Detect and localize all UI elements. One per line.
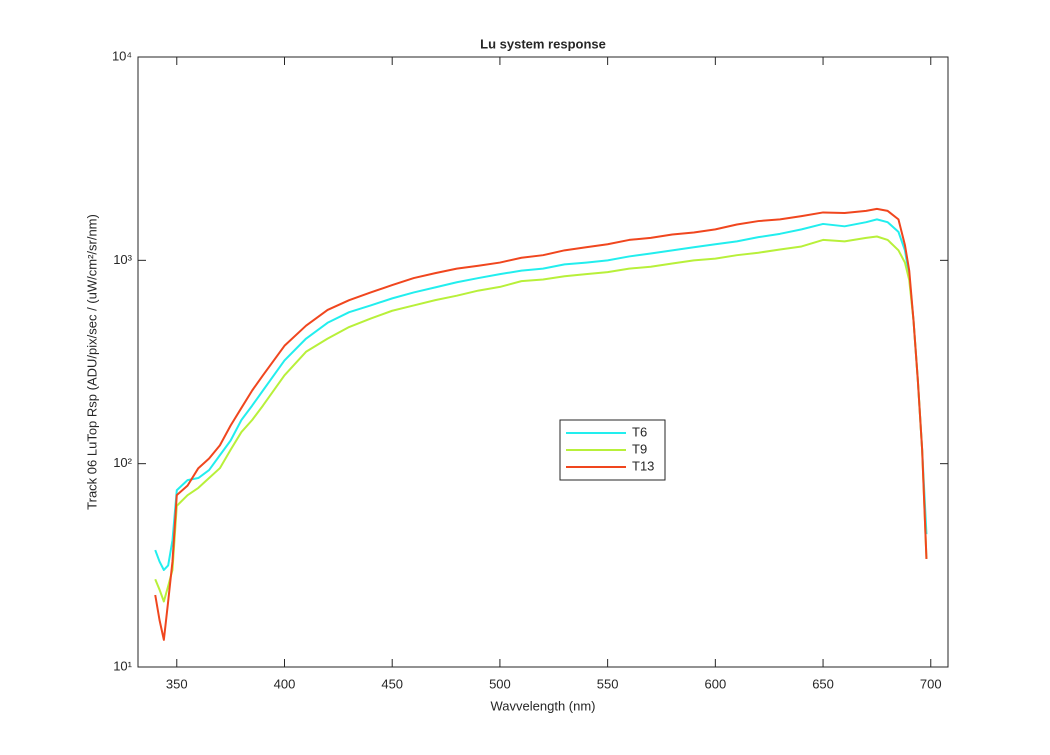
- x-tick-label: 700: [920, 676, 942, 691]
- series-line: [154, 235, 928, 603]
- legend-label: T9: [632, 441, 647, 456]
- x-tick-label: 400: [274, 676, 296, 691]
- series-line: [154, 218, 928, 571]
- plot-frame: [137, 56, 949, 668]
- legend-label: T13: [632, 458, 654, 473]
- y-tick-label: 10¹: [113, 658, 132, 673]
- y-tick-label: 10⁴: [112, 48, 132, 63]
- x-tick-label: 650: [812, 676, 834, 691]
- y-tick-label: 10²: [113, 455, 132, 470]
- chart-title: Lu system response: [480, 36, 606, 51]
- x-tick-label: 350: [166, 676, 188, 691]
- x-tick-label: 450: [381, 676, 403, 691]
- x-tick-label: 550: [597, 676, 619, 691]
- x-tick-label: 600: [704, 676, 726, 691]
- x-tick-label: 500: [489, 676, 511, 691]
- y-tick-label: 10³: [113, 252, 132, 267]
- x-axis-label: Wavvelength (nm): [491, 698, 596, 713]
- y-axis-label: Track 06 LuTop Rsp (ADU/pix/sec / (uW/cm…: [84, 214, 99, 510]
- legend-label: T6: [632, 424, 647, 439]
- series-line: [154, 207, 928, 641]
